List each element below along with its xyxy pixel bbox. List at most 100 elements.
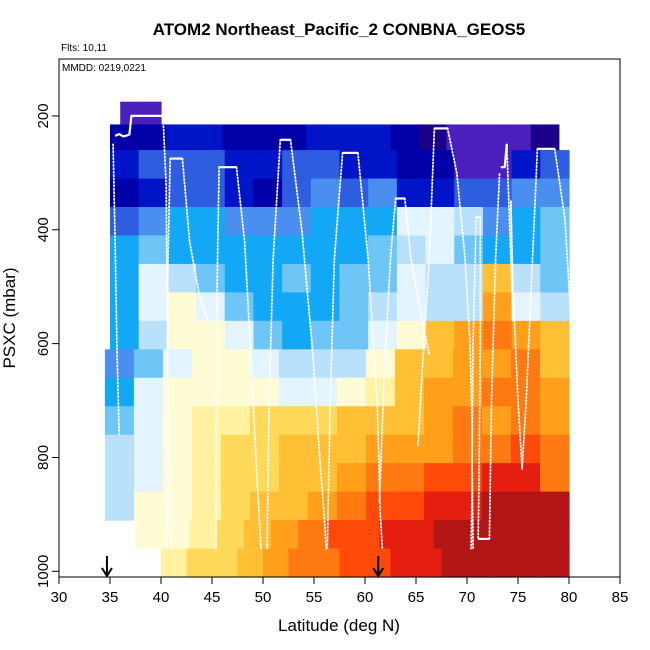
heatmap-cell — [539, 406, 570, 436]
heatmap-cell — [191, 463, 222, 493]
heatmap-cell — [454, 150, 484, 180]
heatmap-cell — [307, 406, 338, 436]
track-descent-segment — [509, 200, 523, 470]
heatmap-cell — [250, 124, 279, 151]
heatmap-cell — [196, 207, 226, 237]
heatmap-cell — [425, 263, 455, 293]
track-descent-segment — [553, 147, 573, 550]
heatmap-cell — [454, 263, 484, 293]
heatmap-cell — [224, 320, 255, 350]
heatmap-cell — [390, 124, 420, 151]
heatmap-cell — [336, 377, 367, 407]
heatmap-cell — [368, 263, 398, 293]
heatmap-cell — [110, 320, 140, 350]
heatmap-cell — [166, 124, 195, 151]
heatmap-cell — [510, 377, 541, 407]
heatmap-cell — [249, 406, 280, 436]
heatmap-cell — [138, 150, 168, 180]
heatmap-cell — [282, 207, 312, 237]
heatmap-cell — [133, 491, 164, 521]
heatmap-cell — [365, 377, 396, 407]
heatmap-cell — [110, 124, 139, 151]
heatmap-cell — [220, 377, 251, 407]
heatmap-cell — [492, 548, 519, 578]
track-descent-segment — [215, 166, 221, 550]
heatmap-cell — [224, 207, 255, 237]
heatmap-cell — [133, 463, 164, 493]
heatmap-cell — [530, 124, 560, 151]
heatmap-cell — [224, 263, 255, 293]
heatmap-cell — [310, 150, 341, 180]
heatmap-cell — [539, 463, 570, 493]
heatmap-cell — [310, 292, 341, 322]
heatmap-cell — [310, 320, 341, 350]
heatmap-cell — [220, 349, 251, 379]
y-tick-label: 200 — [35, 103, 52, 128]
heatmap-cell — [368, 292, 398, 322]
heatmap-cell — [224, 235, 255, 265]
arrow-marker-head — [101, 567, 113, 578]
heatmap-cell — [196, 178, 226, 208]
heatmap-cell — [511, 235, 541, 265]
heatmap-cell — [298, 520, 326, 550]
heatmap-cell — [253, 235, 283, 265]
heatmap-cell — [278, 349, 309, 379]
heatmap-cell — [487, 520, 516, 550]
heatmap-cell — [167, 263, 197, 293]
heatmap-cell — [396, 263, 427, 293]
heatmap-cell — [510, 491, 541, 521]
heatmap-cell — [460, 520, 489, 550]
heatmap-cell — [140, 101, 162, 126]
heatmap-cell — [314, 548, 341, 578]
heatmap-cell — [518, 548, 545, 578]
heatmap-cell — [263, 548, 290, 578]
heatmap-cell — [110, 263, 140, 293]
y-tick-label: 400 — [35, 217, 52, 242]
heatmap-cell — [452, 349, 483, 379]
heatmap-cell — [249, 377, 280, 407]
heatmap-cell — [514, 520, 543, 550]
heatmap-cell — [310, 263, 341, 293]
y-axis: 200 400 600 800 1000 — [35, 103, 60, 588]
heatmap-cell — [138, 235, 168, 265]
heatmap-cell — [253, 320, 283, 350]
heatmap-cell — [510, 463, 541, 493]
heatmap-cell — [454, 207, 484, 237]
heatmap-cell — [454, 235, 484, 265]
heatmap-cell — [224, 178, 255, 208]
x-tick-label: 30 — [51, 589, 68, 606]
heatmap-cell — [396, 178, 427, 208]
heatmap-cell — [539, 349, 570, 379]
heatmap-cell — [368, 178, 398, 208]
heatmap-cell — [474, 124, 504, 151]
heatmap-cell — [110, 292, 140, 322]
heatmap-cell — [336, 491, 367, 521]
heatmap-cell — [423, 463, 454, 493]
heatmap-cell — [425, 320, 455, 350]
heatmap-cell — [541, 520, 570, 550]
heatmap-cell — [282, 292, 312, 322]
heatmap-cell — [481, 434, 512, 464]
heatmap-cell — [425, 292, 455, 322]
heatmap-cell — [282, 320, 312, 350]
heatmap-cell — [186, 548, 213, 578]
heatmap-cell — [406, 520, 435, 550]
track-descent-segment — [356, 151, 379, 402]
heatmap-cell — [365, 406, 396, 436]
heatmap-cell — [196, 235, 226, 265]
heatmap-cell — [310, 235, 341, 265]
heatmap-cell — [394, 377, 425, 407]
heatmap-cell — [481, 463, 512, 493]
track-descent-segment — [319, 462, 328, 550]
heatmap-cell — [249, 349, 280, 379]
heatmap-cell — [307, 377, 338, 407]
heatmap-cell — [339, 178, 369, 208]
x-tick-label: 50 — [255, 589, 272, 606]
arrow-markers — [101, 556, 385, 578]
heatmap-cell — [452, 434, 483, 464]
heatmap-cell — [540, 320, 570, 350]
track-descent-segment — [376, 399, 384, 550]
heatmap-cell — [325, 520, 353, 550]
heatmap-cell — [540, 263, 570, 293]
